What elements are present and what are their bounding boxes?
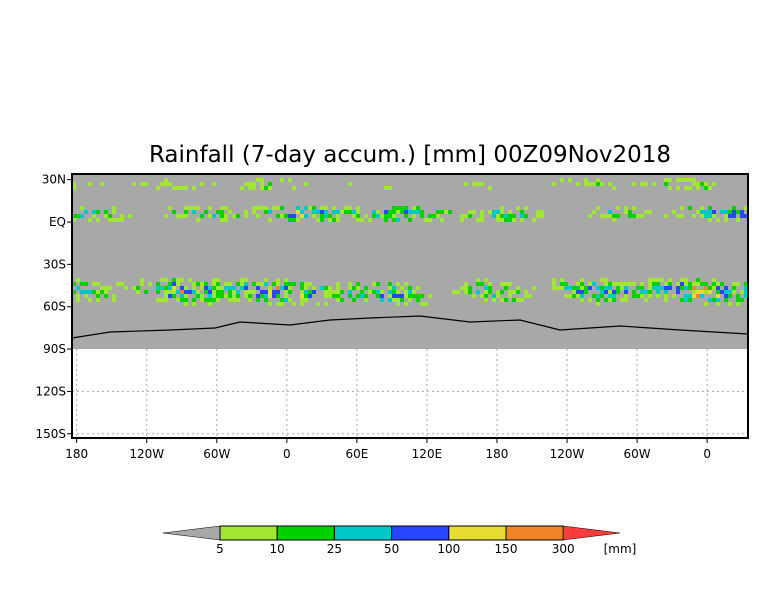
- plot-frame: [71, 173, 749, 439]
- colorbar-label: 50: [384, 542, 399, 556]
- y-tick-label: 120S: [35, 384, 66, 398]
- colorbar-unit: [mm]: [604, 542, 637, 556]
- y-tick-label: 30N: [42, 173, 66, 187]
- x-tick-label: 60W: [624, 447, 651, 461]
- colorbar-right-arrow: [562, 525, 621, 541]
- x-tick-label: 180: [486, 447, 509, 461]
- colorbar-label: 100: [437, 542, 460, 556]
- map-plot-area: [71, 174, 749, 350]
- colorbar-label: 150: [495, 542, 518, 556]
- y-tick-label: 90S: [43, 342, 66, 356]
- y-axis: 30N EQ 30S 60S 90S 120S 150S: [35, 173, 72, 441]
- y-tick-label: 60S: [43, 300, 66, 314]
- grid-lines: [72, 349, 748, 438]
- colorbar-segment: [276, 525, 335, 541]
- x-tick-label: 60W: [203, 447, 230, 461]
- y-tick-label: 150S: [35, 427, 66, 441]
- colorbar-left-arrow: [162, 525, 221, 541]
- colorbar-label: 10: [270, 542, 285, 556]
- colorbar-label: 5: [216, 542, 224, 556]
- x-tick-label: 0: [283, 447, 291, 461]
- colorbar-label: 25: [327, 542, 342, 556]
- colorbar-segment: [448, 525, 507, 541]
- x-tick-label: 120E: [412, 447, 443, 461]
- colorbar-segment: [333, 525, 393, 541]
- y-tick-label: EQ: [49, 215, 66, 229]
- colorbar: 5 10 25 50 100 150 300 [mm]: [162, 525, 637, 556]
- colorbar-segment: [391, 525, 450, 541]
- x-tick-label: 180: [65, 447, 88, 461]
- coastline: [71, 315, 749, 339]
- x-tick-label: 0: [703, 447, 711, 461]
- colorbar-segment: [505, 525, 564, 541]
- y-tick-label: 30S: [43, 257, 66, 271]
- x-axis: 180 120W 60W 0 60E 120E 180 120W 60W 0: [65, 438, 711, 461]
- rain-cells: [72, 178, 748, 306]
- x-tick-label: 120W: [550, 447, 585, 461]
- colorbar-segment: [219, 525, 278, 541]
- map-title: Rainfall (7-day accum.) [mm] 00Z09Nov201…: [149, 142, 671, 168]
- no-rain-background: [72, 174, 748, 350]
- x-tick-label: 60E: [345, 447, 368, 461]
- colorbar-label: 300: [552, 542, 575, 556]
- x-tick-label: 120W: [129, 447, 164, 461]
